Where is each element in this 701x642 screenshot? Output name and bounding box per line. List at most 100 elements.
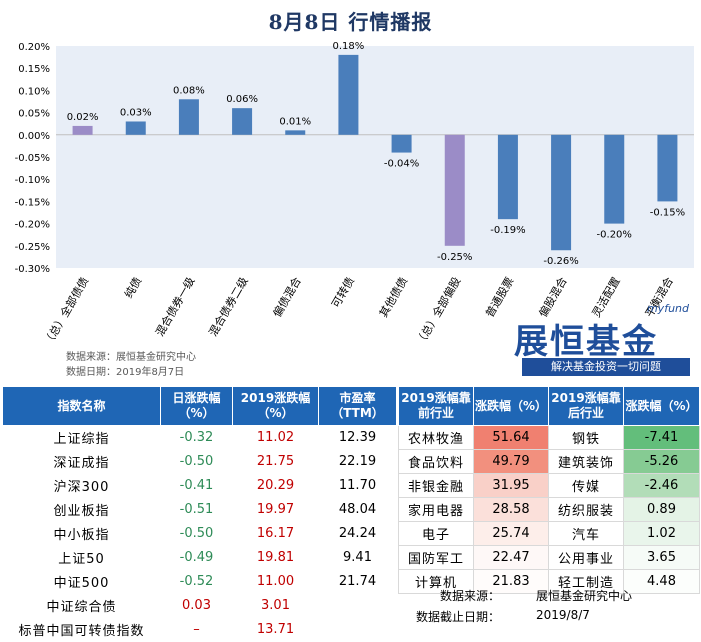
bar (551, 134, 572, 251)
bar (125, 121, 146, 135)
header-bottom-change: 涨跌幅（%） (623, 386, 700, 426)
header-bottom-industry: 2019涨幅靠后行业 (548, 386, 624, 426)
top-change: 51.64 (473, 425, 549, 450)
data-label: -0.19% (490, 225, 525, 236)
header-pe: 市盈率（TTM） (318, 386, 397, 426)
pe-value: 24.24 (318, 521, 397, 546)
table-row: 中小板指 -0.50 16.17 24.24 (2, 521, 397, 546)
data-label: -0.25% (437, 252, 472, 263)
day-change: -0.50 (160, 521, 233, 546)
table-row: 标普中国可转债指数 –13.71 (2, 617, 397, 642)
top-industry: 农林牧渔 (398, 425, 474, 450)
data-label: -0.26% (543, 256, 578, 267)
index-table: 指数名称 日涨跌幅（%） 2019涨跌幅（%） 市盈率（TTM） 上证综指 -0.… (2, 386, 397, 642)
header-index-name: 指数名称 (2, 386, 161, 426)
data-label: 0.08% (173, 85, 205, 96)
ytd-change: 11.00 (232, 569, 319, 594)
bottom-change: -5.26 (623, 449, 700, 474)
bottom-industry: 纺织服装 (548, 497, 624, 522)
ytd-change: 19.81 (232, 545, 319, 570)
table-row: 上证综指 -0.32 11.02 12.39 (2, 425, 397, 450)
bar (338, 54, 359, 135)
top-change: 28.58 (473, 497, 549, 522)
ytd-change: 19.97 (232, 497, 319, 522)
header-top-change: 涨跌幅（%） (473, 386, 549, 426)
x-tick-label: 其他债债 (376, 275, 410, 320)
day-change: -0.49 (160, 545, 233, 570)
day-change: -0.32 (160, 425, 233, 450)
table-row: 中证500 -0.52 11.00 21.74 (2, 569, 397, 594)
bottom-industry: 传媒 (548, 473, 624, 498)
table-row: 非银金融 31.95 传媒 -2.46 (398, 473, 700, 498)
table-row: 中证综合债 0.03 3.01 (2, 593, 397, 618)
ytd-change: 21.75 (232, 449, 319, 474)
x-tick-label: 纯债 (121, 275, 144, 301)
bar (391, 134, 412, 153)
bar (497, 134, 518, 220)
bar-chart: 0.20% 0.15% 0.10% 0.05% 0.00% -0.05% -0.10% -0.… (15, 41, 694, 348)
index-name: 上证50 (2, 545, 161, 570)
bar (657, 134, 678, 202)
bottom-change: 4.48 (623, 569, 700, 594)
day-change: – (160, 617, 233, 642)
x-tick-label: 混合债券二级 (206, 275, 251, 339)
brand-slogan: 解决基金投资一切问题 (522, 358, 690, 376)
footer-source-label: 数据来源： (440, 589, 501, 603)
table-row: 国防军工 22.47 公用事业 3.65 (398, 545, 700, 570)
header-day-change: 日涨跌幅（%） (160, 386, 233, 426)
bar (285, 130, 306, 135)
ytd-change: 20.29 (232, 473, 319, 498)
pe-value: 21.74 (318, 569, 397, 594)
y-tick-label: 0.00% (18, 131, 50, 142)
page-title: 8月8日 行情播报 (268, 10, 433, 34)
x-tick-label: 偏债混合 (270, 275, 304, 320)
y-tick-label: 0.20% (18, 42, 50, 53)
index-name: 上证综指 (2, 425, 161, 450)
day-change: -0.51 (160, 497, 233, 522)
day-change: -0.52 (160, 569, 233, 594)
footer-date-value: 2019/8/7 (536, 608, 590, 622)
data-label: 0.06% (226, 94, 258, 105)
index-name: 中证综合债 (2, 593, 161, 618)
table-row: 沪深300 -0.41 20.29 11.70 (2, 473, 397, 498)
top-industry: 家用电器 (398, 497, 474, 522)
data-label: -0.20% (597, 230, 632, 241)
bottom-industry: 汽车 (548, 521, 624, 546)
ytd-change: 11.02 (232, 425, 319, 450)
brand-logo: myfund 展恒基金 解决基金投资一切问题 (510, 302, 695, 377)
bottom-change: -7.41 (623, 425, 700, 450)
y-tick-label: 0.10% (18, 86, 50, 97)
data-label: -0.15% (650, 207, 685, 218)
bottom-industry: 建筑装饰 (548, 449, 624, 474)
bar (232, 108, 253, 135)
ytd-change: 16.17 (232, 521, 319, 546)
table-row: 上证50 -0.49 19.81 9.41 (2, 545, 397, 570)
data-label: 0.01% (279, 116, 311, 127)
y-tick-label: -0.30% (15, 264, 50, 275)
bottom-change: 1.02 (623, 521, 700, 546)
industry-table: 2019涨幅靠前行业 涨跌幅（%） 2019涨幅靠后行业 涨跌幅（%） 农林牧渔… (398, 386, 700, 594)
index-name: 中证500 (2, 569, 161, 594)
top-industry: 食品饮料 (398, 449, 474, 474)
x-tick-label: 可转债 (328, 275, 357, 311)
index-name: 标普中国可转债指数 (2, 617, 161, 642)
pe-value: 48.04 (318, 497, 397, 522)
table-row: 深证成指 -0.50 21.75 22.19 (2, 449, 397, 474)
chart-source-note: 数据来源：展恒基金研究中心 (66, 352, 196, 363)
chart-date-note: 数据日期：2019年8月7日 (66, 367, 185, 378)
y-tick-label: -0.25% (15, 242, 50, 253)
top-industry: 非银金融 (398, 473, 474, 498)
index-name: 深证成指 (2, 449, 161, 474)
pe-value: 9.41 (318, 545, 397, 570)
day-change: -0.41 (160, 473, 233, 498)
data-label: 0.02% (67, 112, 99, 123)
plot-area (56, 46, 694, 268)
pe-value: 22.19 (318, 449, 397, 474)
top-change: 21.83 (473, 569, 549, 594)
ytd-change: 13.71 (232, 617, 319, 642)
top-change: 49.79 (473, 449, 549, 474)
top-change: 25.74 (473, 521, 549, 546)
header-top-industry: 2019涨幅靠前行业 (398, 386, 474, 426)
industry-table-header: 2019涨幅靠前行业 涨跌幅（%） 2019涨幅靠后行业 涨跌幅（%） (398, 386, 700, 426)
bottom-industry: 公用事业 (548, 545, 624, 570)
